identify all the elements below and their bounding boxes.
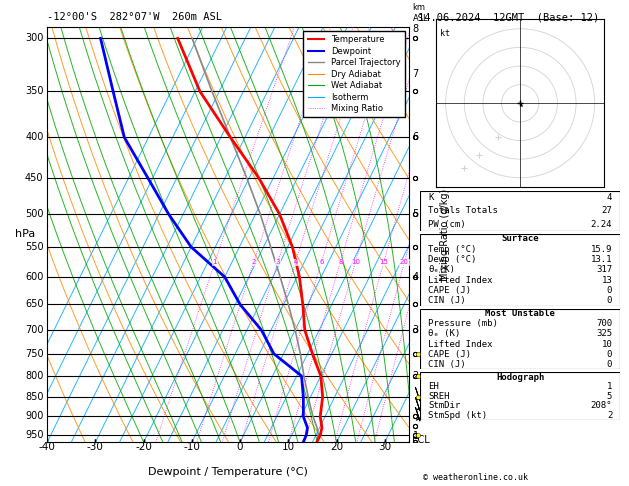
Text: 3: 3 (276, 260, 280, 265)
Text: 2: 2 (413, 371, 419, 381)
Text: 2.24: 2.24 (591, 220, 612, 229)
Text: 300: 300 (25, 34, 43, 43)
Text: 2: 2 (252, 260, 256, 265)
Text: 0: 0 (237, 442, 243, 451)
Text: 208°: 208° (591, 401, 612, 410)
Text: 5: 5 (607, 392, 612, 400)
Text: Hodograph: Hodograph (496, 373, 544, 382)
Text: 10: 10 (601, 340, 612, 348)
Text: 4: 4 (413, 272, 418, 282)
Text: CAPE (J): CAPE (J) (428, 349, 471, 359)
Text: StmDir: StmDir (428, 401, 460, 410)
Text: 0: 0 (607, 349, 612, 359)
Text: 650: 650 (25, 299, 43, 310)
Text: 8: 8 (413, 24, 418, 34)
Text: 800: 800 (25, 371, 43, 381)
Text: 400: 400 (25, 132, 43, 142)
Text: 10: 10 (282, 442, 295, 451)
Text: 15.9: 15.9 (591, 244, 612, 254)
Text: -12°00'S  282°07'W  260m ASL: -12°00'S 282°07'W 260m ASL (47, 12, 222, 22)
Text: Totals Totals: Totals Totals (428, 207, 498, 215)
Text: 317: 317 (596, 265, 612, 274)
Text: 20: 20 (330, 442, 343, 451)
Text: Dewp (°C): Dewp (°C) (428, 255, 477, 264)
Text: 500: 500 (25, 209, 43, 219)
Text: θₑ(K): θₑ(K) (428, 265, 455, 274)
Text: -10: -10 (184, 442, 200, 451)
Text: Pressure (mb): Pressure (mb) (428, 319, 498, 329)
Text: Temp (°C): Temp (°C) (428, 244, 477, 254)
Text: Mixing Ratio (g/kg): Mixing Ratio (g/kg) (440, 189, 450, 280)
Text: 750: 750 (25, 349, 43, 359)
Text: 13.1: 13.1 (591, 255, 612, 264)
Text: Lifted Index: Lifted Index (428, 276, 493, 284)
Text: -30: -30 (87, 442, 104, 451)
Text: CIN (J): CIN (J) (428, 296, 466, 305)
Text: 30: 30 (378, 442, 391, 451)
Text: 1: 1 (607, 382, 612, 391)
Text: Lifted Index: Lifted Index (428, 340, 493, 348)
Text: 900: 900 (25, 412, 43, 421)
Text: 325: 325 (596, 330, 612, 338)
Text: 14.06.2024  12GMT  (Base: 12): 14.06.2024 12GMT (Base: 12) (418, 12, 599, 22)
Text: K: K (428, 193, 433, 202)
Text: 5: 5 (413, 209, 419, 219)
Text: 15: 15 (379, 260, 388, 265)
Text: 7: 7 (413, 69, 419, 79)
Text: 600: 600 (25, 272, 43, 282)
Text: 550: 550 (25, 242, 43, 252)
Text: CIN (J): CIN (J) (428, 360, 466, 369)
Text: 0: 0 (607, 360, 612, 369)
Text: Most Unstable: Most Unstable (485, 309, 555, 318)
Text: PW (cm): PW (cm) (428, 220, 466, 229)
Text: 27: 27 (601, 207, 612, 215)
Text: 4: 4 (293, 260, 298, 265)
Text: 850: 850 (25, 392, 43, 402)
Text: 700: 700 (25, 325, 43, 335)
Text: -20: -20 (135, 442, 152, 451)
Text: 350: 350 (25, 87, 43, 96)
Text: 20: 20 (400, 260, 409, 265)
Text: 950: 950 (25, 430, 43, 440)
Text: CAPE (J): CAPE (J) (428, 286, 471, 295)
Text: 2: 2 (607, 411, 612, 419)
Text: LCL: LCL (413, 435, 430, 445)
Text: 10: 10 (351, 260, 360, 265)
Text: hPa: hPa (15, 229, 36, 240)
Text: EH: EH (428, 382, 439, 391)
Text: © weatheronline.co.uk: © weatheronline.co.uk (423, 473, 528, 482)
Text: 6: 6 (319, 260, 323, 265)
Text: SREH: SREH (428, 392, 450, 400)
Text: 3: 3 (413, 325, 418, 335)
Text: 1: 1 (213, 260, 217, 265)
Legend: Temperature, Dewpoint, Parcel Trajectory, Dry Adiabat, Wet Adiabat, Isotherm, Mi: Temperature, Dewpoint, Parcel Trajectory… (303, 31, 404, 117)
Text: 700: 700 (596, 319, 612, 329)
Text: 8: 8 (338, 260, 343, 265)
Text: 0: 0 (607, 296, 612, 305)
Text: Dewpoint / Temperature (°C): Dewpoint / Temperature (°C) (148, 467, 308, 477)
Text: 13: 13 (601, 276, 612, 284)
Text: 4: 4 (607, 193, 612, 202)
Text: θₑ (K): θₑ (K) (428, 330, 460, 338)
Text: 6: 6 (413, 132, 418, 142)
Text: 450: 450 (25, 173, 43, 183)
Text: -40: -40 (39, 442, 55, 451)
Text: km
ASL: km ASL (413, 3, 428, 22)
Text: Surface: Surface (501, 234, 539, 243)
Text: StmSpd (kt): StmSpd (kt) (428, 411, 487, 419)
Text: 0: 0 (607, 286, 612, 295)
Text: kt: kt (440, 29, 450, 38)
Text: 1: 1 (413, 431, 418, 441)
